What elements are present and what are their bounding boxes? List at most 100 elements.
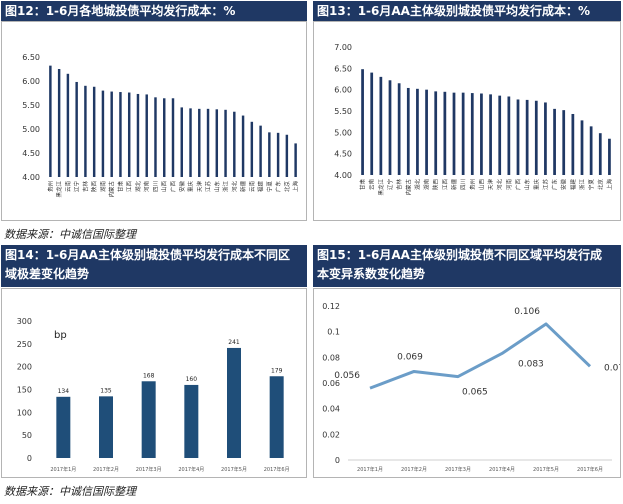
bar bbox=[470, 93, 474, 175]
bar bbox=[516, 99, 520, 175]
x-tick-label: 宁夏 bbox=[587, 179, 595, 191]
bar bbox=[136, 93, 140, 177]
x-tick-label: 北京 bbox=[596, 179, 604, 191]
x-tick-label: 新疆 bbox=[239, 181, 247, 193]
y-tick-label: 100 bbox=[17, 408, 32, 417]
x-tick-label: 黑龙江 bbox=[55, 181, 63, 198]
chart15-title-line1: 图15：1-6月AA主体级别城投债不同区域平均发行成 bbox=[317, 248, 602, 262]
x-tick-label: 重庆 bbox=[532, 179, 540, 191]
value-label: 160 bbox=[186, 376, 198, 383]
bar bbox=[154, 97, 157, 177]
y-tick-label: 6.00 bbox=[22, 77, 40, 86]
bar bbox=[241, 115, 245, 177]
y-tick-label: 0.08 bbox=[322, 353, 340, 362]
bar bbox=[141, 381, 156, 458]
y-tick-label: 4.50 bbox=[334, 150, 352, 159]
x-tick-label: 江苏 bbox=[541, 179, 549, 191]
bar bbox=[49, 65, 52, 177]
bar bbox=[66, 73, 70, 177]
x-tick-label: 河北 bbox=[230, 181, 238, 193]
chart15-svg: 0 0.02 0.04 0.06 0.08 0.1 0.12 0.056 2017年1月 0.06… bbox=[322, 302, 623, 473]
y-tick-label: 0 bbox=[335, 456, 340, 465]
bar bbox=[57, 69, 61, 177]
x-tick-label: 宁夏 bbox=[265, 181, 273, 193]
x-tick-label: 贵州 bbox=[46, 181, 54, 192]
bar bbox=[397, 83, 401, 175]
chart12-title: 图12：1-6月各地城投债平均发行成本：% bbox=[1, 1, 307, 22]
value-label: 0.065 bbox=[462, 388, 488, 398]
x-tick-label: 辽宁 bbox=[73, 181, 81, 193]
chart14-title: 图14：1-6月AA主体级别城投债平均发行成本不同区 域极差变化趋势 bbox=[1, 245, 307, 287]
y-tick-label: 0.06 bbox=[322, 379, 340, 388]
x-tick-label: 浙江 bbox=[578, 179, 586, 191]
x-tick-label: 福建 bbox=[257, 181, 265, 193]
bar bbox=[224, 109, 227, 177]
bar bbox=[206, 108, 210, 177]
bar bbox=[534, 100, 538, 175]
bar bbox=[589, 126, 593, 175]
bar bbox=[553, 108, 556, 175]
x-tick-label: 吉林 bbox=[395, 179, 403, 191]
x-tick-label: 四川 bbox=[152, 181, 159, 192]
x-tick-label: 湖北 bbox=[413, 179, 421, 191]
x-tick-label: 广东 bbox=[551, 179, 559, 191]
bar bbox=[379, 76, 383, 175]
x-tick-label: 2017年5月 bbox=[221, 466, 247, 473]
y-tick-label: 50 bbox=[22, 431, 32, 440]
bar bbox=[388, 80, 392, 175]
bar bbox=[75, 81, 78, 177]
x-tick-label: 2017年6月 bbox=[264, 466, 290, 473]
chart15-title-line2: 本变异系数变化趋势 bbox=[317, 267, 426, 281]
bar bbox=[110, 91, 113, 177]
x-tick-label: 2017年4月 bbox=[489, 466, 515, 473]
value-label: 241 bbox=[228, 339, 240, 346]
bar bbox=[84, 85, 87, 177]
bar bbox=[127, 92, 131, 177]
x-tick-label: 安徽 bbox=[560, 179, 568, 191]
bar bbox=[189, 108, 192, 177]
x-tick-label: 甘肃 bbox=[116, 181, 124, 193]
x-tick-label: 广西 bbox=[169, 181, 177, 193]
bar bbox=[171, 98, 175, 177]
x-tick-label: 吉林 bbox=[81, 181, 89, 193]
bar bbox=[406, 87, 410, 175]
x-tick-label: 安徽 bbox=[178, 181, 186, 193]
bar bbox=[163, 98, 166, 177]
x-tick-label: 2017年5月 bbox=[533, 466, 559, 473]
bar bbox=[434, 91, 438, 175]
x-tick-label: 内蒙古 bbox=[404, 179, 412, 196]
y-tick-label: 6.50 bbox=[334, 64, 352, 73]
value-label: 0.056 bbox=[334, 371, 360, 381]
y-tick-label: 150 bbox=[17, 386, 32, 395]
y-tick-label: 5.00 bbox=[334, 128, 352, 137]
x-tick-label: 重庆 bbox=[187, 181, 195, 193]
x-tick-label: 云南 bbox=[368, 179, 376, 191]
chart13-svg: 4.00 4.50 5.00 5.50 6.00 6.50 7.00 甘肃 云南 黑龙江 辽宁 吉林内… bbox=[334, 43, 613, 196]
chart14-svg: 0 50 100 150 200 250 300 bp 134 2017年1月 135 2017年2月… bbox=[17, 317, 290, 473]
bar bbox=[259, 125, 262, 177]
series-line bbox=[369, 322, 592, 390]
x-tick-label: 新疆 bbox=[450, 179, 458, 191]
y-tick-label: 250 bbox=[17, 340, 32, 349]
x-tick-label: 广西 bbox=[514, 179, 522, 191]
y-tick-label: 5.50 bbox=[334, 107, 352, 116]
bar bbox=[571, 113, 575, 175]
bar bbox=[268, 132, 271, 177]
y-tick-label: 6.50 bbox=[22, 53, 40, 62]
y-tick-label: 0.02 bbox=[322, 430, 340, 439]
x-tick-label: 2017年1月 bbox=[357, 466, 383, 473]
bar bbox=[294, 143, 297, 177]
x-tick-label: 河南 bbox=[505, 179, 513, 191]
chart13-frame: 4.00 4.50 5.00 5.50 6.00 6.50 7.00 甘肃 云南 黑龙江 辽宁 吉林内… bbox=[313, 21, 621, 221]
x-tick-label: 陕西 bbox=[432, 179, 440, 191]
x-tick-label: 山东 bbox=[523, 179, 531, 191]
x-tick-label: 云南 bbox=[64, 181, 72, 193]
x-tick-label: 甘肃 bbox=[359, 179, 367, 191]
y-tick-label: 4.00 bbox=[22, 173, 40, 182]
value-label: 135 bbox=[100, 387, 112, 394]
bar bbox=[101, 90, 105, 177]
x-tick-label: 广东 bbox=[274, 181, 282, 193]
bar bbox=[361, 69, 364, 175]
x-tick-label: 江西 bbox=[126, 181, 133, 193]
value-label: 0.106 bbox=[514, 307, 540, 317]
